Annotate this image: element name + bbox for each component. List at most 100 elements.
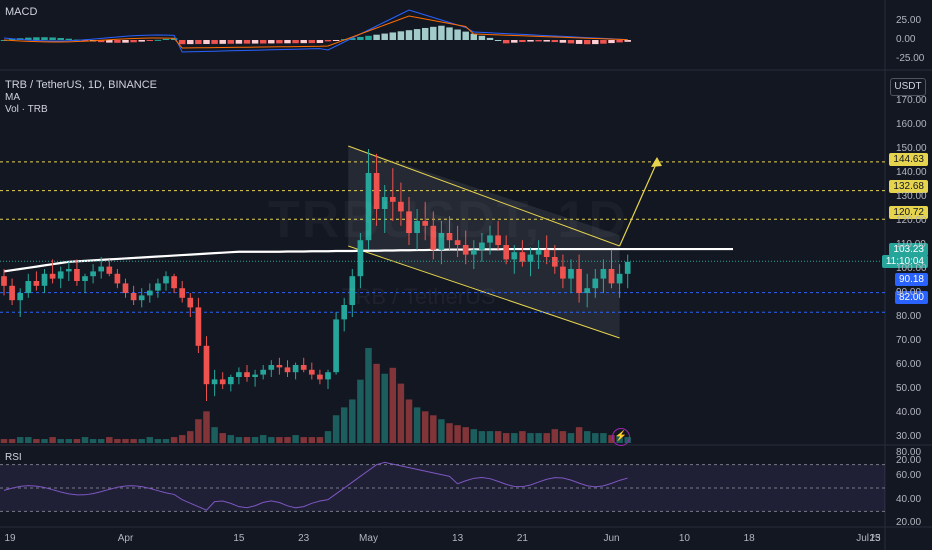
volume-bar <box>122 439 129 443</box>
candle-body <box>292 365 299 373</box>
macd-histogram-bar <box>373 34 380 40</box>
volume-bar <box>114 439 121 443</box>
volume-bar <box>592 433 599 443</box>
volume-bar <box>413 407 421 443</box>
candle-body <box>17 293 24 301</box>
macd-histogram-bar <box>227 40 235 44</box>
macd-histogram-bar <box>551 40 559 43</box>
macd-histogram-bar <box>8 39 16 41</box>
time-tick-label: May <box>359 533 378 544</box>
price-tick-label: 110.00 <box>896 239 926 250</box>
rsi-label[interactable]: RSI <box>5 452 22 463</box>
macd-tick-label: -25.00 <box>896 52 925 64</box>
candle-body <box>373 173 380 209</box>
time-tick-label: Jun <box>603 533 620 544</box>
candle-body <box>203 345 210 385</box>
volume-bar <box>470 429 478 443</box>
candle-body <box>470 249 477 255</box>
price-tag-144: 144.63 <box>889 153 928 166</box>
rsi-tick-label: 60.00 <box>896 470 922 482</box>
candle-body <box>155 283 161 291</box>
volume-bar <box>57 439 64 443</box>
candle-body <box>74 269 80 281</box>
volume-bar <box>494 431 502 443</box>
price-tag-132: 132.68 <box>889 180 928 193</box>
time-tick-label: 21 <box>516 533 528 544</box>
candle-body <box>276 365 283 368</box>
volume-bar <box>81 437 89 443</box>
macd-histogram-bar <box>446 27 453 40</box>
candle-body <box>357 240 364 277</box>
macd-histogram-bar <box>97 40 105 43</box>
macd-histogram-bar <box>235 40 243 44</box>
rsi-tick-label: 80.00 <box>896 447 922 458</box>
macd-histogram-bar <box>316 40 324 44</box>
volume-bar <box>106 437 113 443</box>
candle-body <box>438 233 445 250</box>
macd-histogram-bar <box>138 40 145 42</box>
candle-body <box>560 266 566 279</box>
macd-histogram-bar <box>405 30 413 40</box>
candle-body <box>624 261 631 274</box>
volume-bar <box>300 437 307 443</box>
candle-body <box>236 372 242 377</box>
macd-histogram-bar <box>81 40 89 41</box>
candle-body <box>454 240 461 245</box>
price-tick-label: 70.00 <box>896 335 922 346</box>
candle-body <box>527 254 534 262</box>
time-tick-label: 19 <box>4 533 16 544</box>
volume-bar <box>381 373 388 443</box>
volume-bar <box>0 439 8 443</box>
ma-indicator-label[interactable]: MA <box>5 92 20 103</box>
macd-histogram-bar <box>519 40 526 43</box>
macd-histogram-bar <box>583 40 591 45</box>
price-tag-120: 120.72 <box>889 206 928 219</box>
volume-bar <box>65 439 73 443</box>
lightning-icon[interactable]: ⚡ <box>612 428 630 446</box>
volume-bar <box>575 427 583 443</box>
candle-body <box>252 374 258 377</box>
macd-histogram-bar <box>25 37 32 40</box>
price-tick-label: 170.00 <box>896 95 927 106</box>
candle-body <box>543 249 550 257</box>
price-tick-label: 30.00 <box>896 431 922 442</box>
time-tick-label: Jul <box>856 533 869 544</box>
currency-button[interactable]: USDT <box>890 78 926 96</box>
candle-body <box>325 372 331 380</box>
macd-histogram-bar <box>511 40 518 43</box>
volume-bar <box>251 437 259 443</box>
candle-body <box>284 367 291 373</box>
macd-histogram-bar <box>251 40 259 44</box>
candle-body <box>244 372 250 377</box>
time-tick-label: Apr <box>117 533 134 544</box>
volume-bar <box>203 411 210 443</box>
rsi-tick-label: 20.00 <box>896 517 922 528</box>
macd-line <box>3 9 628 53</box>
macd-histogram-bar <box>381 33 388 40</box>
macd-histogram-bar <box>567 40 575 44</box>
volume-indicator-label[interactable]: Vol · TRB <box>5 104 48 115</box>
macd-histogram-bar <box>178 40 186 45</box>
candle-body <box>430 225 437 250</box>
volume-bar <box>16 437 24 443</box>
macd-label[interactable]: MACD <box>5 6 38 18</box>
volume-bar <box>421 411 429 443</box>
time-tick-label: 13 <box>452 533 464 544</box>
candle-body <box>260 369 267 375</box>
macd-histogram-bar <box>494 40 502 41</box>
macd-histogram-bar <box>187 40 194 45</box>
price-tick-label: 130.00 <box>896 191 927 202</box>
macd-histogram-bar <box>389 32 397 40</box>
volume-bar <box>73 439 81 443</box>
symbol-title[interactable]: TRB / TetherUS, 1D, BINANCE <box>5 79 158 91</box>
candle-body <box>82 276 88 281</box>
volume-bar <box>243 437 251 443</box>
candle-body <box>584 288 591 293</box>
macd-histogram-bar <box>624 40 631 42</box>
time-tick-label: 23 <box>869 533 881 544</box>
volume-bar <box>567 433 575 443</box>
price-tick-label: 120.00 <box>896 215 927 226</box>
macd-signal-line <box>3 15 628 49</box>
